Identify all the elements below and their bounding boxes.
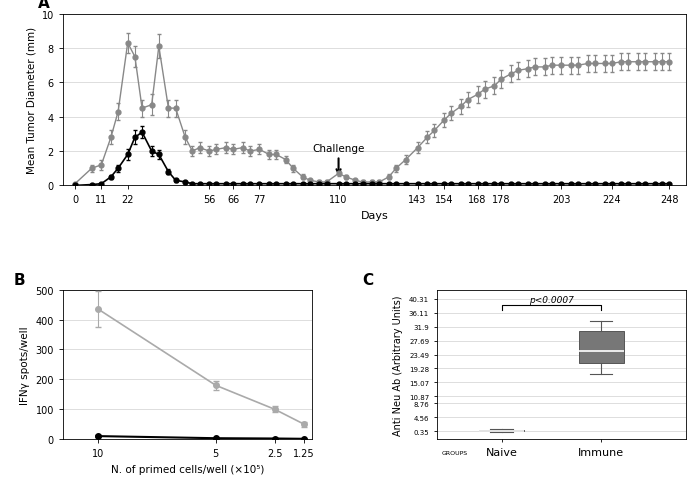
PathPatch shape [480,430,524,431]
PathPatch shape [579,331,624,363]
Text: Challenge: Challenge [312,143,365,174]
Y-axis label: IFNγ spots/well: IFNγ spots/well [20,325,30,404]
X-axis label: N. of primed cells/well (×10⁵): N. of primed cells/well (×10⁵) [111,464,265,474]
X-axis label: Days: Days [360,210,388,221]
Y-axis label: Mean Tumor Diameter (mm): Mean Tumor Diameter (mm) [26,27,36,174]
Text: B: B [13,272,24,287]
Text: A: A [38,0,50,11]
Text: GROUPS: GROUPS [442,450,468,455]
Y-axis label: Anti Neu Ab (Arbitrary Units): Anti Neu Ab (Arbitrary Units) [393,295,403,435]
Text: p<0.0007: p<0.0007 [529,295,574,304]
Text: C: C [362,272,373,287]
